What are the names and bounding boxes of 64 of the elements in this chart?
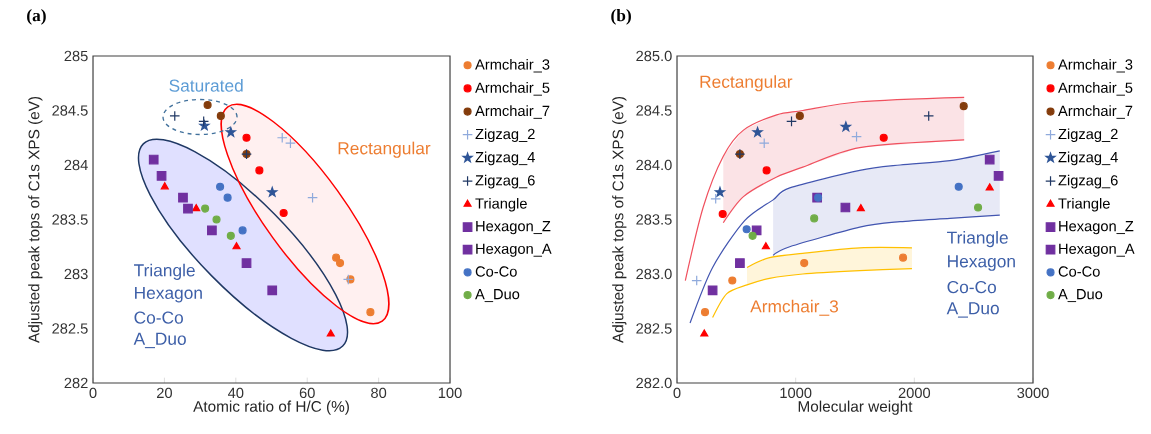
legend-label: Armchair_3: [475, 58, 550, 73]
annotation: A_Duo: [133, 332, 186, 349]
x-axis-title: Molecular weight: [798, 400, 913, 415]
legend-label: Co-Co: [475, 266, 517, 277]
legend-label: Hexagon_A: [1059, 243, 1135, 257]
legend-label: Zigzag_4: [1058, 151, 1118, 166]
y-tick-label: 284: [64, 159, 88, 171]
legend-label: Triangle: [1058, 197, 1110, 212]
legend-label: Armchair_7: [1058, 105, 1133, 119]
y-tick-label: 284.0: [636, 159, 672, 171]
x-tick-label: 0: [673, 387, 681, 399]
legend-label: Hexagon_Z: [476, 221, 551, 235]
x-tick-label: 20: [156, 387, 172, 399]
x-tick-label: 60: [299, 387, 315, 399]
y-tick-label: 282.5: [52, 323, 88, 334]
annotation: Armchair_3: [750, 299, 839, 316]
y-tick-label: 284.5: [52, 105, 88, 116]
legend-label: Armchair_5: [475, 82, 550, 96]
annotation: A_Duo: [946, 302, 999, 318]
legend-label: Zigzag_6: [475, 174, 535, 189]
annotation: Co-Co: [947, 280, 996, 294]
y-tick-label: 283.5: [52, 214, 88, 225]
y-axis-title: Adjusted peak tops of C1s XPS (eV): [612, 96, 627, 344]
y-tick-label: 283.0: [636, 268, 672, 280]
y-tick-label: 282.0: [636, 377, 672, 389]
legend-label: Armchair_5: [1058, 82, 1133, 96]
x-tick-label: 40: [227, 387, 244, 399]
legend-label: Hexagon_A: [476, 243, 552, 257]
annotation: Hexagon: [135, 286, 202, 303]
annotation: Saturated: [169, 79, 243, 92]
y-tick-label: 283: [64, 268, 88, 280]
y-tick-label: 285.0: [636, 50, 672, 62]
y-tick-label: 283.5: [636, 214, 672, 225]
legend-label: Zigzag_2: [1058, 128, 1118, 143]
x-tick-label: 1000: [780, 387, 812, 399]
annotation: Rectangular: [700, 75, 793, 92]
legend-label: Armchair_3: [1058, 58, 1133, 73]
legend-label: Zigzag_2: [475, 128, 535, 143]
legend-label: Co-Co: [1058, 266, 1100, 277]
chart-title: (b): [611, 9, 631, 25]
legend-label: Zigzag_6: [1058, 174, 1118, 189]
y-axis-title: Adjusted peak tops of C1s XPS (eV): [28, 96, 43, 344]
legend-label: Armchair_7: [475, 105, 550, 119]
y-tick-label: 285: [64, 50, 88, 62]
annotation: Hexagon: [948, 255, 1015, 271]
legend-label: Zigzag_4: [475, 151, 535, 166]
x-tick-label: 100: [438, 387, 462, 399]
annotation: Triangle: [134, 263, 195, 280]
y-tick-label: 282: [64, 377, 88, 389]
x-tick-label: 0: [89, 387, 97, 399]
x-tick-label: 80: [371, 387, 387, 399]
annotation: Co-Co: [134, 311, 183, 324]
annotation: Rectangular: [338, 141, 431, 158]
legend-label: Hexagon_Z: [1059, 221, 1134, 235]
y-tick-label: 284.5: [636, 105, 672, 116]
y-tick-label: 282.5: [636, 323, 672, 334]
x-tick-label: 3000: [1017, 387, 1049, 399]
chart-title: (a): [27, 9, 46, 25]
legend-label: A_Duo: [1058, 289, 1103, 303]
annotation: Triangle: [947, 231, 1008, 248]
x-tick-label: 2000: [898, 387, 931, 399]
legend-label: Triangle: [475, 197, 527, 212]
x-axis-title: Atomic ratio of H/C (%): [193, 400, 349, 415]
legend-label: A_Duo: [475, 289, 520, 303]
